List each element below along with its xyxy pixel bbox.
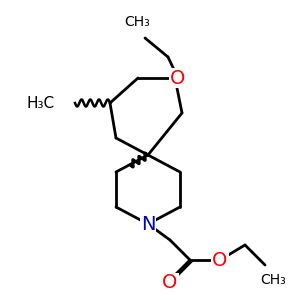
Text: CH₃: CH₃ bbox=[124, 15, 150, 29]
Text: H₃C: H₃C bbox=[27, 95, 55, 110]
Text: O: O bbox=[162, 274, 178, 292]
Text: O: O bbox=[170, 68, 186, 88]
Text: O: O bbox=[212, 250, 228, 269]
Text: N: N bbox=[141, 214, 155, 233]
Text: CH₃: CH₃ bbox=[260, 273, 286, 287]
